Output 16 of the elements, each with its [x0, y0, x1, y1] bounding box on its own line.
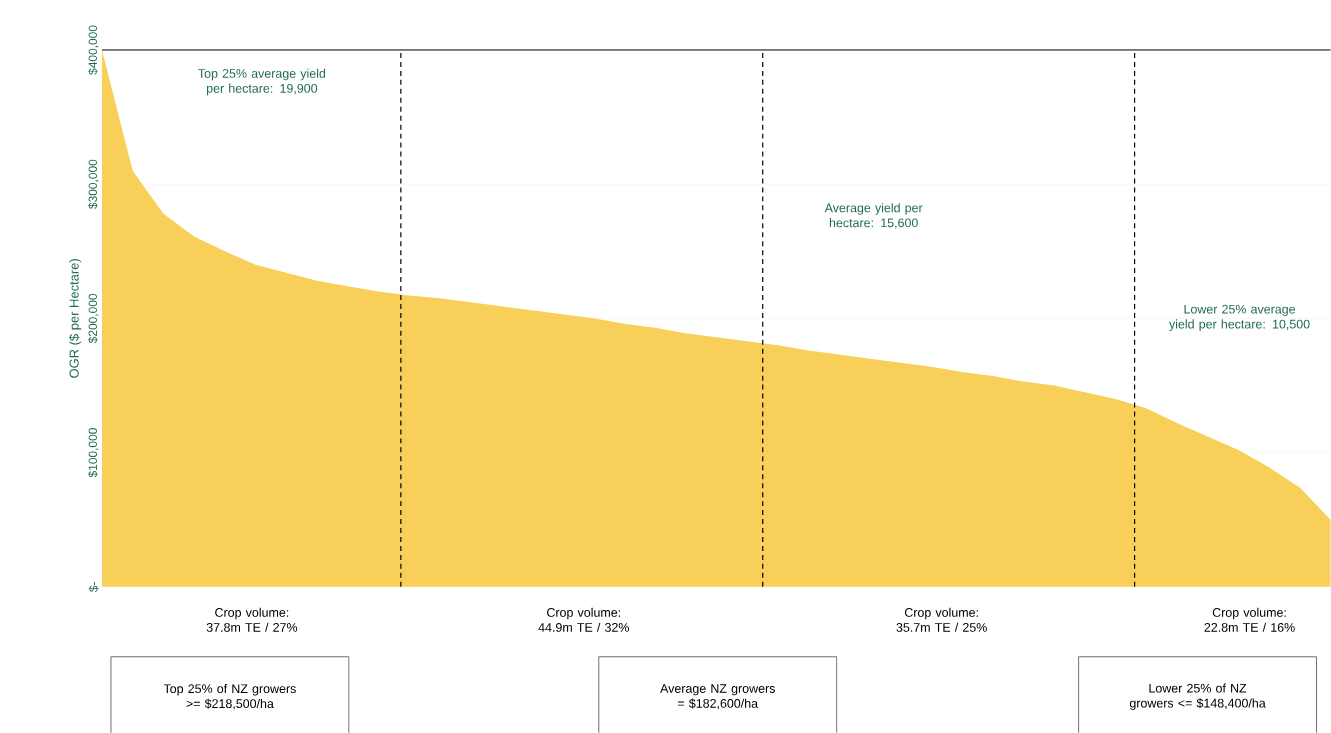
annotation: Average yield per hectare: 15,600	[824, 203, 923, 229]
y-tick-label: $400,000	[88, 25, 99, 75]
text: Crop volume: 35.7m TE / 25%	[896, 607, 987, 632]
annotation: Lower 25% average yield per hectare: 10,500	[1169, 304, 1310, 331]
y-tick-label: $-	[88, 581, 99, 592]
y-axis-title: OGR ($ per Hectare)	[68, 259, 82, 378]
text: Lower 25% of NZ growers <= $148,400/ha	[1129, 683, 1266, 710]
text: Crop volume: 44.9m TE / 32%	[538, 607, 629, 632]
annotation: Top 25% average yield per hectare: 19,900	[198, 68, 326, 96]
text: Top 25% of NZ growers >= $218,500/ha	[163, 683, 296, 710]
text: Crop volume: 37.8m TE / 27%	[206, 607, 298, 632]
y-tick-label: $200,000	[88, 293, 99, 344]
text: Average NZ growers = $182,600/ha	[660, 684, 775, 710]
y-tick-label: $100,000	[88, 428, 99, 478]
y-tick-label: $300,000	[88, 159, 99, 209]
text: Crop volume: 22.8m TE / 16%	[1204, 607, 1295, 632]
